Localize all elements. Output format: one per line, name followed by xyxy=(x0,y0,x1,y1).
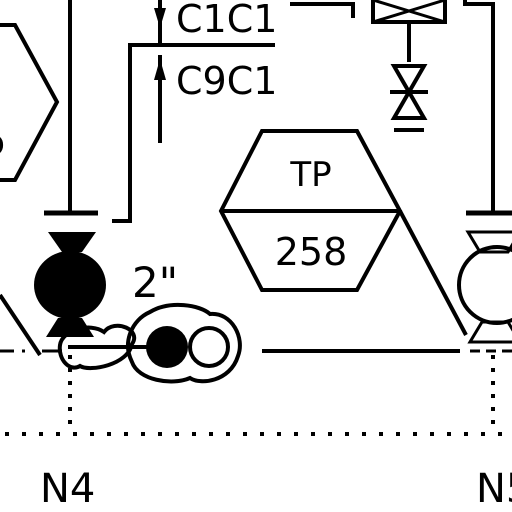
right-pump-icon[interactable] xyxy=(457,230,512,344)
connection-line xyxy=(398,210,468,336)
line-label-mid: C9C1 xyxy=(176,59,277,103)
node-label-n4: N4 xyxy=(40,466,95,512)
signal-line: C1C1 C9C1 xyxy=(112,0,277,223)
instrument-number: 258 xyxy=(275,230,348,274)
arrow-up-icon xyxy=(154,59,166,80)
left-pump-icon[interactable] xyxy=(34,232,106,337)
left-instrument-hexagon[interactable] xyxy=(0,23,60,182)
main-process-line xyxy=(0,293,512,357)
pipe-to-left-pump xyxy=(44,0,98,216)
open-circle-icon xyxy=(188,326,230,368)
reducer-fitting[interactable] xyxy=(57,302,242,384)
arrow-down-icon xyxy=(154,8,166,28)
valve-assembly xyxy=(290,0,447,132)
pipe-to-right-pump xyxy=(463,0,512,216)
line-label-top: C1C1 xyxy=(176,0,277,41)
filled-circle-icon xyxy=(146,326,188,368)
node-label-n5: N5 xyxy=(476,466,512,512)
instrument-tag: TP xyxy=(289,155,331,195)
pipe-size-label: 2" xyxy=(132,258,178,307)
instrument-tp-258[interactable]: TP 258 xyxy=(218,129,403,292)
gate-valve-icon[interactable] xyxy=(390,64,428,120)
